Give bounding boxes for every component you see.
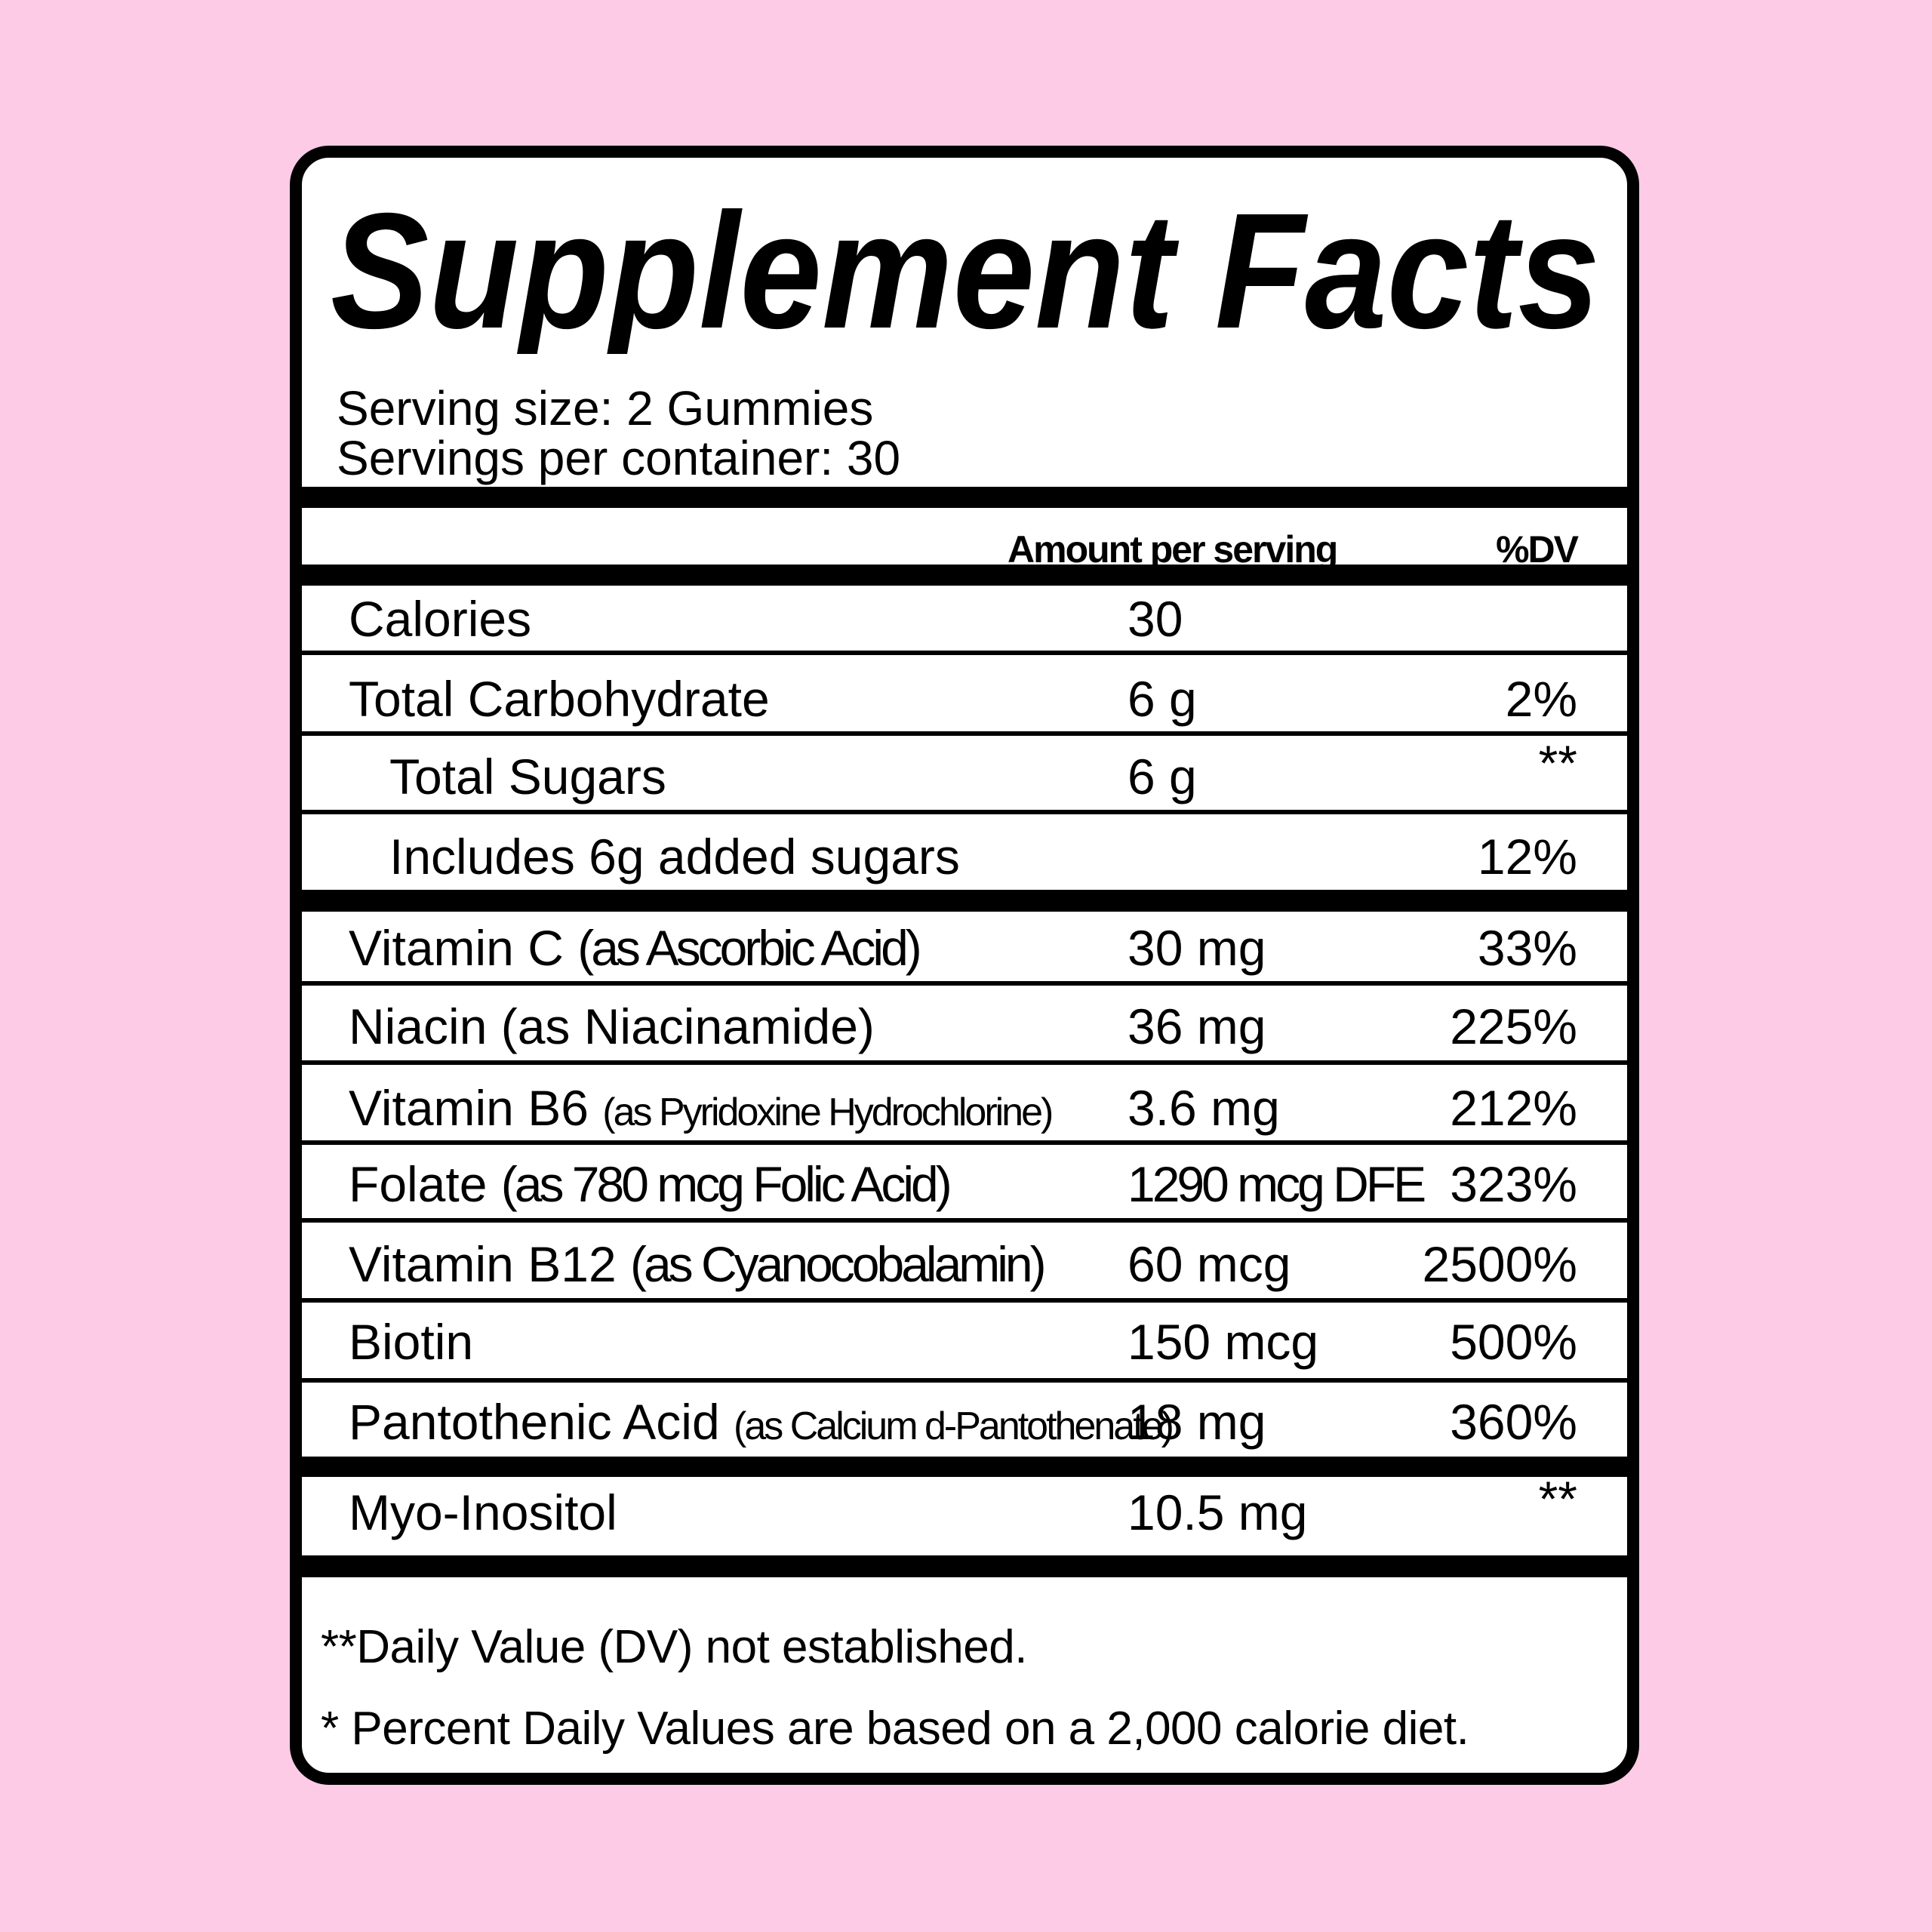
divider-thin bbox=[302, 731, 1627, 736]
nutrient-name-text: Niacin (as Niacinamide) bbox=[349, 998, 875, 1054]
title-svg: Supplement Facts bbox=[331, 180, 1600, 354]
divider-thin bbox=[302, 651, 1627, 655]
nutrient-amount: 3.6 mg bbox=[1128, 1080, 1280, 1136]
nutrient-dv: 225% bbox=[1450, 998, 1577, 1054]
divider-thin bbox=[302, 1140, 1627, 1145]
servings-per-container: Servings per container: 30 bbox=[337, 431, 901, 485]
nutrient-name-text: Vitamin C bbox=[349, 920, 564, 976]
nutrient-dv: 212% bbox=[1450, 1080, 1577, 1136]
nutrient-name-text: Vitamin B6 bbox=[349, 1080, 589, 1136]
divider-thick bbox=[302, 1457, 1627, 1477]
nutrient-name: Vitamin C (as Ascorbic Acid) bbox=[349, 920, 922, 976]
supplement-facts-label: Supplement Facts Serving size: 2 Gummies… bbox=[290, 146, 1639, 1785]
nutrient-name: Vitamin B6 (as Pyridoxine Hydrochlorine) bbox=[349, 1080, 1054, 1136]
nutrient-name-text: Pantothenic Acid bbox=[349, 1394, 720, 1450]
divider-thick bbox=[302, 890, 1627, 912]
divider-thin bbox=[302, 1060, 1627, 1065]
nutrient-amount: 60 mcg bbox=[1128, 1236, 1291, 1292]
nutrient-name-text: Vitamin B12 bbox=[349, 1236, 617, 1292]
nutrient-name-text: Includes 6g added sugars bbox=[389, 829, 960, 884]
nutrient-dv: ** bbox=[1538, 735, 1577, 791]
divider-thin bbox=[302, 981, 1627, 986]
nutrient-amount: 150 mcg bbox=[1128, 1314, 1319, 1370]
nutrient-source: (as Pyridoxine Hydrochlorine) bbox=[602, 1091, 1054, 1134]
header-dv: %DV bbox=[1496, 528, 1579, 571]
divider-thick bbox=[302, 1555, 1627, 1577]
nutrient-source: (as Ascorbic Acid) bbox=[577, 920, 922, 976]
divider-thick bbox=[302, 487, 1627, 508]
nutrient-amount: 30 mg bbox=[1128, 920, 1266, 976]
nutrient-name: Vitamin B12 (as Cyanocobalamin) bbox=[349, 1236, 1047, 1292]
nutrient-name: Myo-Inositol bbox=[349, 1487, 617, 1537]
nutrient-amount: 1290 mcg DFE bbox=[1128, 1156, 1426, 1212]
divider-thin bbox=[302, 1298, 1627, 1303]
nutrient-source: (as 780 mcg Folic Acid) bbox=[500, 1156, 952, 1212]
nutrient-name: Niacin (as Niacinamide) bbox=[349, 1001, 875, 1051]
nutrient-amount: 6 g bbox=[1128, 671, 1197, 727]
nutrient-dv: ** bbox=[1538, 1471, 1577, 1527]
nutrient-amount: 10.5 mg bbox=[1128, 1484, 1308, 1540]
nutrient-dv: 323% bbox=[1450, 1156, 1577, 1212]
nutrient-amount: 36 mg bbox=[1128, 998, 1266, 1054]
divider-thick bbox=[302, 565, 1627, 586]
nutrient-name: Folate (as 780 mcg Folic Acid) bbox=[349, 1156, 952, 1212]
nutrient-name-text: Myo-Inositol bbox=[349, 1484, 617, 1540]
nutrient-name-text: Total Sugars bbox=[389, 749, 666, 804]
nutrient-name: Includes 6g added sugars bbox=[389, 832, 960, 881]
nutrient-source: (as Cyanocobalamin) bbox=[630, 1236, 1047, 1292]
nutrient-dv: 360% bbox=[1450, 1394, 1577, 1450]
nutrient-name: Calories bbox=[349, 594, 531, 644]
nutrient-name: Biotin bbox=[349, 1317, 473, 1367]
footnote-percent: * Percent Daily Values are based on a 2,… bbox=[321, 1703, 1469, 1755]
divider-thin bbox=[302, 1218, 1627, 1223]
nutrient-amount: 30 bbox=[1128, 591, 1183, 647]
nutrient-source: (as Calcium d-Pantothenate) bbox=[734, 1404, 1174, 1448]
divider-thin bbox=[302, 1378, 1627, 1383]
nutrient-dv: 2500% bbox=[1422, 1236, 1577, 1292]
nutrient-name: Pantothenic Acid (as Calcium d-Pantothen… bbox=[349, 1394, 1174, 1450]
header-amount: Amount per serving bbox=[1008, 528, 1338, 571]
nutrient-name-text: Total Carbohydrate bbox=[349, 671, 770, 727]
nutrient-dv: 500% bbox=[1450, 1314, 1577, 1370]
nutrient-dv: 2% bbox=[1505, 671, 1577, 727]
nutrient-name-text: Calories bbox=[349, 591, 532, 647]
nutrient-name-text: Folate bbox=[349, 1156, 488, 1212]
footnote-dv: **Daily Value (DV) not established. bbox=[321, 1621, 1027, 1673]
nutrient-dv: 33% bbox=[1477, 920, 1577, 976]
nutrient-amount: 6 g bbox=[1128, 749, 1197, 804]
label-title: Supplement Facts bbox=[331, 180, 1600, 354]
serving-size: Serving size: 2 Gummies bbox=[337, 381, 874, 435]
nutrient-name: Total Carbohydrate bbox=[349, 674, 770, 724]
nutrient-amount: 18 mg bbox=[1128, 1394, 1266, 1450]
nutrient-name: Total Sugars bbox=[389, 752, 666, 801]
divider-thin bbox=[302, 810, 1627, 814]
nutrient-name-text: Biotin bbox=[349, 1314, 474, 1370]
nutrient-dv: 12% bbox=[1477, 829, 1577, 884]
